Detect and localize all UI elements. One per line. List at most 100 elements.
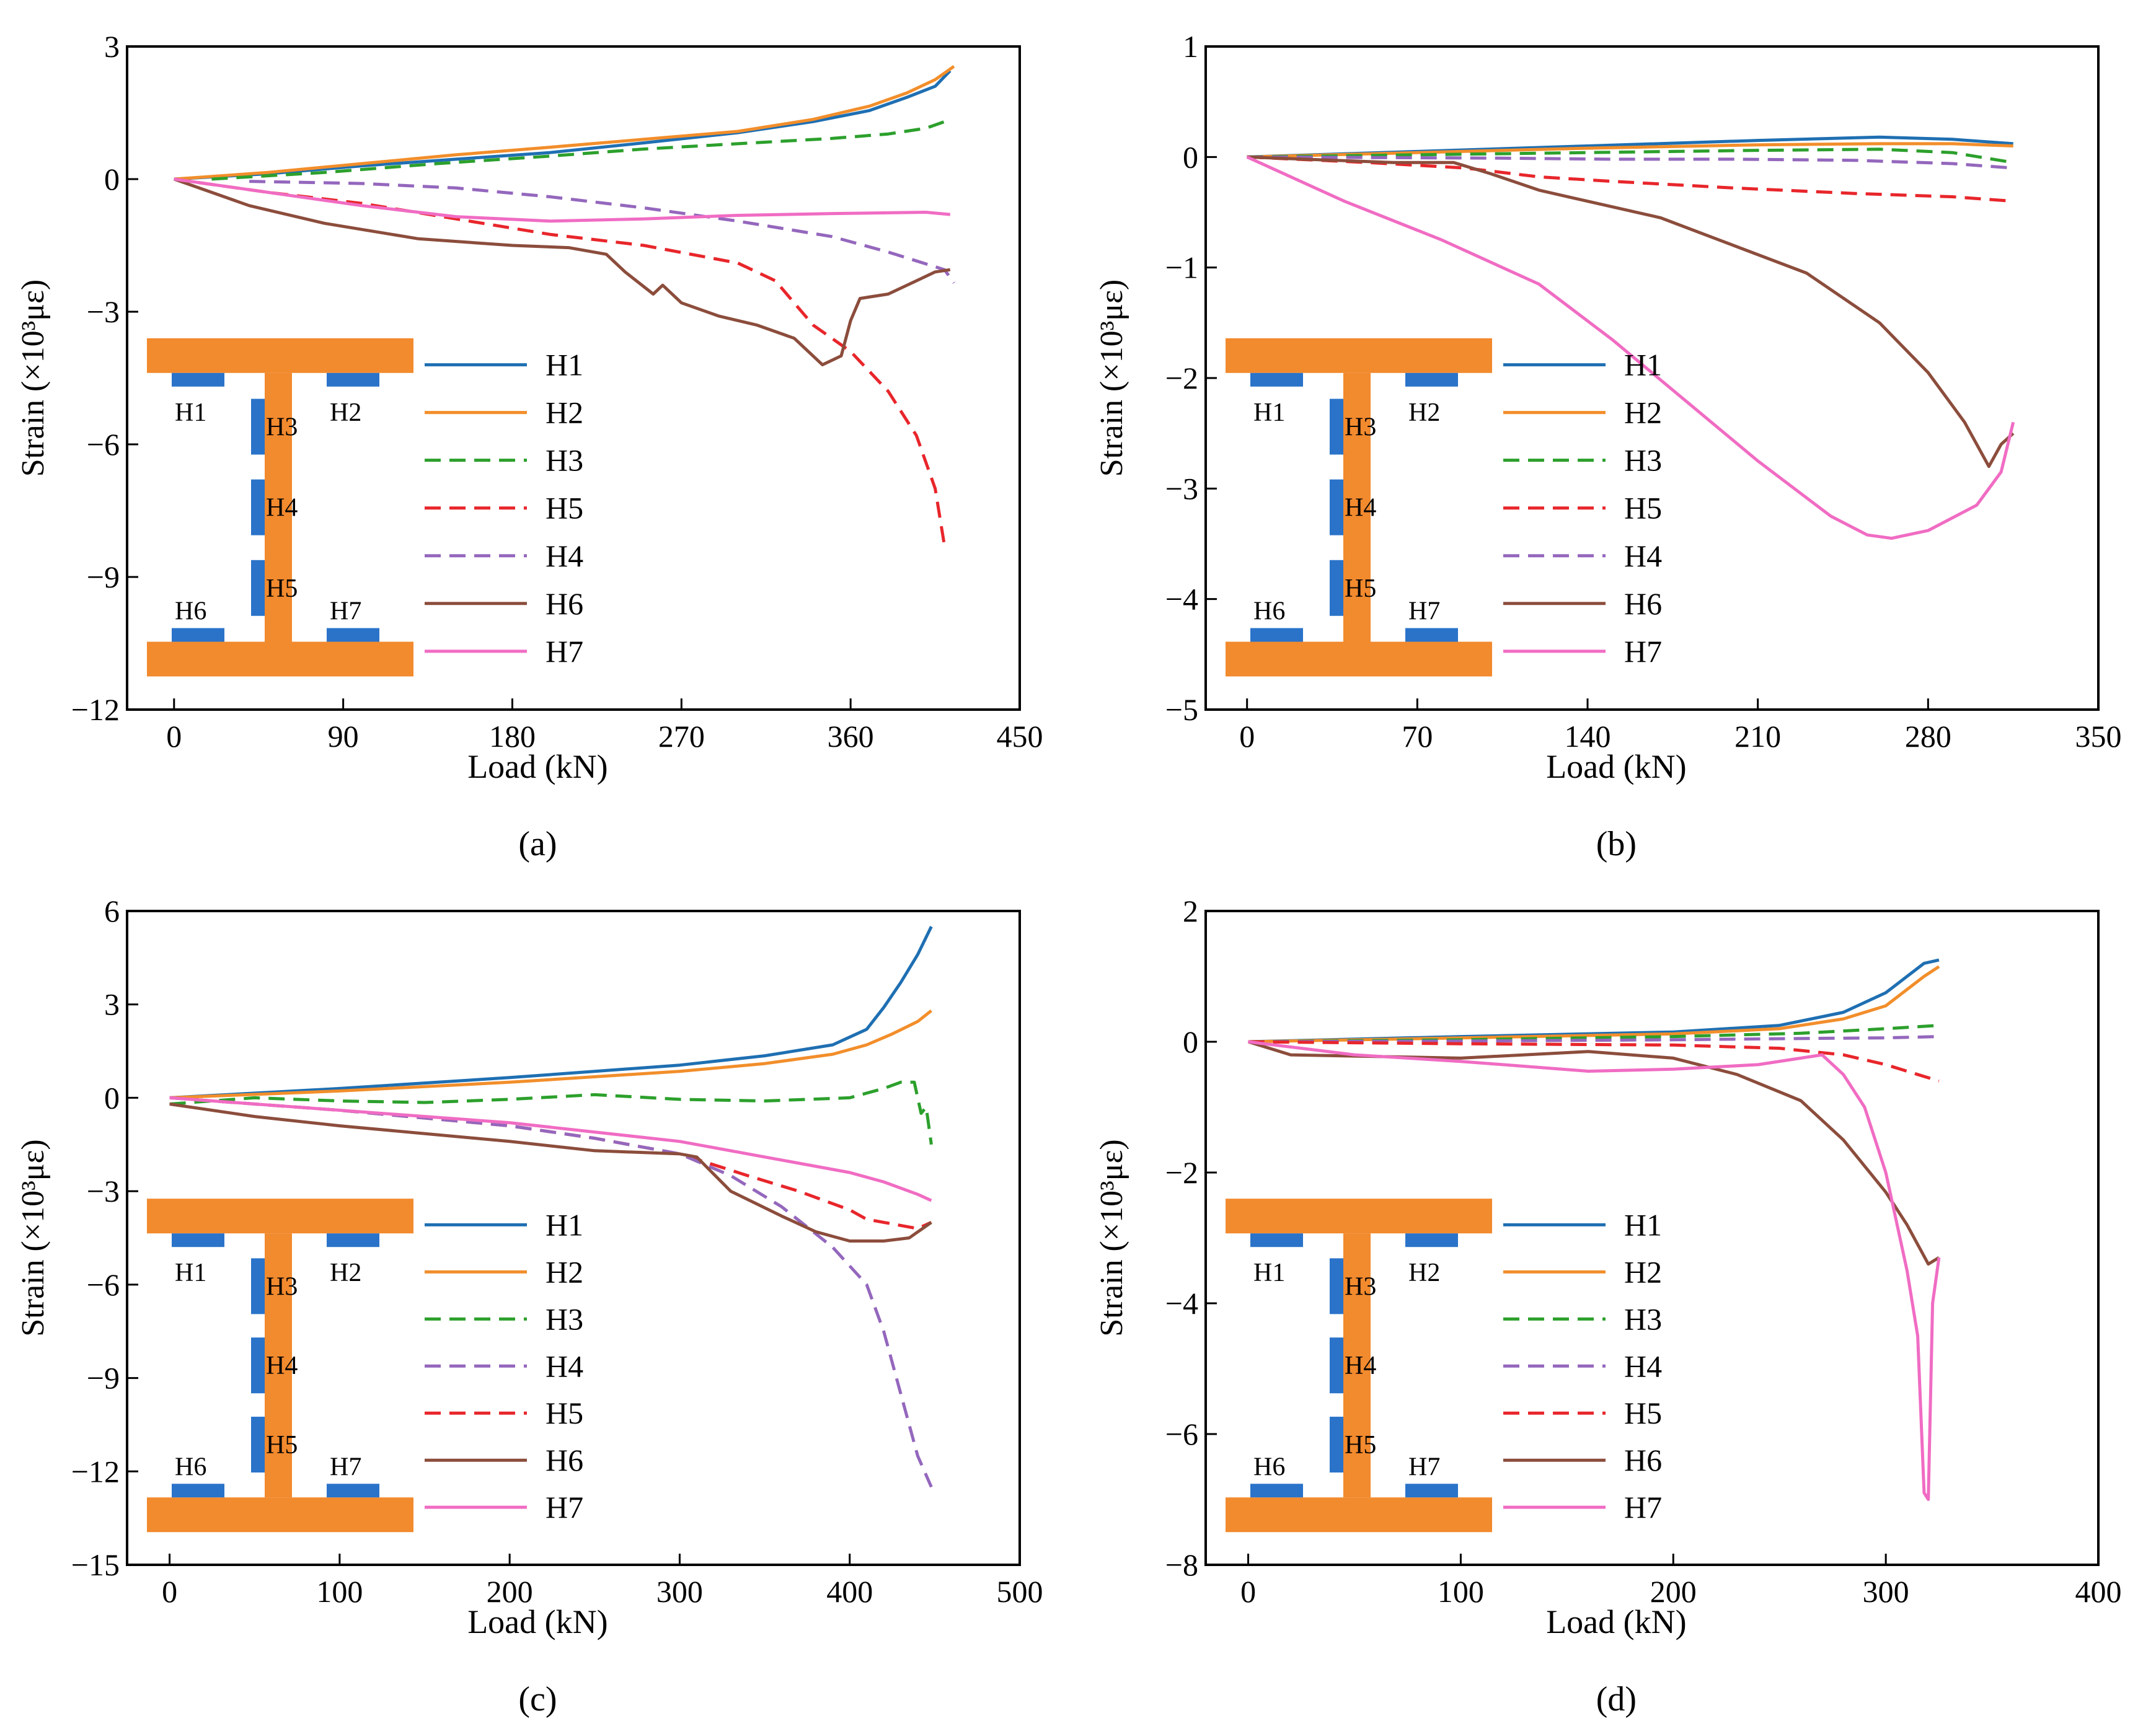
x-tick-label: 100 xyxy=(316,1574,363,1609)
legend-label: H2 xyxy=(1624,395,1662,430)
x-tick-label: 360 xyxy=(828,719,874,754)
y-tick-label: −6 xyxy=(87,427,120,462)
y-axis-title: Strain (×10³με) xyxy=(15,1139,51,1336)
gauge-web-3 xyxy=(1330,560,1343,616)
inset-label: H4 xyxy=(1345,1352,1376,1380)
x-tick-label: 400 xyxy=(2075,1574,2122,1609)
y-axis-title: Strain (×10³με) xyxy=(1094,1139,1129,1336)
legend-label: H1 xyxy=(546,348,583,382)
inset-label: H2 xyxy=(330,1259,361,1287)
series-line-h5 xyxy=(1247,155,2013,203)
legend-label: H5 xyxy=(546,491,583,526)
y-tick-label: 0 xyxy=(1183,1024,1198,1059)
y-tick-label: −1 xyxy=(1165,250,1198,285)
y-tick-label: −2 xyxy=(1165,361,1198,395)
x-tick-label: 200 xyxy=(1650,1574,1697,1609)
series-line-h6 xyxy=(1247,1040,1940,1266)
gauge-bottom-right xyxy=(327,1484,379,1498)
web xyxy=(1343,1233,1371,1498)
inset-label: H6 xyxy=(1253,1453,1285,1481)
web xyxy=(265,1233,292,1498)
x-tick-label: 400 xyxy=(826,1574,873,1609)
y-tick-label: 2 xyxy=(1183,894,1198,928)
chart-panel-c: 0 100 200 300 400 500 −15 −12 −9 −6 −3 0 3 6 Load (kN)… xyxy=(15,894,1043,1719)
plot-frame xyxy=(126,910,1021,1566)
x-tick-label: 100 xyxy=(1438,1574,1484,1609)
legend-label: H3 xyxy=(1624,1301,1662,1336)
x-tick-label: 300 xyxy=(1863,1574,1909,1609)
series-line-h1 xyxy=(169,926,933,1099)
y-axis-title: Strain (×10³με) xyxy=(15,279,51,477)
legend-label: H3 xyxy=(1624,443,1662,478)
gauge-top-left xyxy=(1250,372,1303,387)
gauge-bottom-left xyxy=(1250,1484,1303,1498)
legend-label: H1 xyxy=(546,1207,583,1242)
inset-label: H2 xyxy=(1408,398,1440,427)
inset-label: H7 xyxy=(1408,597,1440,626)
x-tick-label: 0 xyxy=(1239,719,1255,754)
series-line-h7 xyxy=(169,1096,932,1202)
web xyxy=(1343,372,1371,642)
x-tick-label: 500 xyxy=(997,1574,1043,1609)
i-beam-inset: H1 H2 H3 H4 H5 H6 H7 xyxy=(1226,338,1492,677)
inset-label: H4 xyxy=(266,1352,298,1380)
gauge-top-right xyxy=(1405,1233,1458,1248)
gauge-top-right xyxy=(327,372,379,387)
gauge-top-right xyxy=(327,1233,379,1248)
legend-label: H5 xyxy=(1624,1396,1662,1430)
inset-label: H1 xyxy=(1253,398,1285,427)
inset-label: H7 xyxy=(330,597,361,626)
gauge-bottom-left xyxy=(1250,628,1303,642)
y-tick-label: 0 xyxy=(104,1080,120,1115)
series-line-h5 xyxy=(169,1096,932,1230)
series-line-h4 xyxy=(1247,155,2013,170)
series-line-h7 xyxy=(174,177,951,223)
x-axis-title: Load (kN) xyxy=(467,1603,607,1640)
gauge-web-1 xyxy=(1330,398,1343,455)
gauge-web-2 xyxy=(251,1337,265,1394)
x-tick-label: 0 xyxy=(162,1574,177,1609)
gauge-top-right xyxy=(1405,372,1458,387)
inset-label: H5 xyxy=(1345,574,1376,603)
y-tick-label: 1 xyxy=(1183,29,1198,64)
y-tick-label: −2 xyxy=(1165,1155,1198,1190)
i-beam-inset: H1 H2 H3 H4 H5 H6 H7 xyxy=(1226,1199,1492,1533)
x-tick-label: 280 xyxy=(1905,719,1951,754)
gauge-web-2 xyxy=(251,479,265,535)
y-tick-label: −4 xyxy=(1165,1286,1198,1321)
series-line-h7 xyxy=(1246,156,2015,540)
series-line-h2 xyxy=(174,65,955,181)
legend-label: H7 xyxy=(1624,1490,1662,1525)
panel-label: (d) xyxy=(1596,1680,1637,1719)
inset-label: H3 xyxy=(266,1272,298,1301)
y-tick-label: −9 xyxy=(87,560,120,594)
panel-label: (b) xyxy=(1596,825,1637,863)
y-tick-label: −3 xyxy=(87,294,120,329)
gauge-web-3 xyxy=(1330,1417,1343,1473)
y-tick-label: −3 xyxy=(87,1174,120,1208)
y-tick-label: −5 xyxy=(1165,692,1198,727)
y-tick-label: −12 xyxy=(71,692,120,727)
y-tick-label: 3 xyxy=(104,987,120,1022)
gauge-web-3 xyxy=(251,1417,265,1473)
series-line-h4 xyxy=(249,180,955,284)
x-tick-label: 0 xyxy=(1240,1574,1256,1609)
inset-label: H2 xyxy=(330,398,361,427)
y-tick-label: 0 xyxy=(1183,139,1198,174)
x-tick-label: 70 xyxy=(1402,719,1433,754)
x-axis-title: Load (kN) xyxy=(1546,1603,1686,1640)
x-tick-label: 450 xyxy=(997,719,1043,754)
inset-label: H6 xyxy=(1253,597,1285,626)
x-tick-label: 180 xyxy=(489,719,536,754)
x-tick-label: 0 xyxy=(166,719,182,754)
legend-label: H4 xyxy=(1624,1349,1662,1383)
chart-panel-d: 0 100 200 300 400 −8 −6 −4 −2 0 2 Load (kN) Strain (… xyxy=(1094,894,2122,1719)
inset-label: H4 xyxy=(266,494,298,522)
bottom-flange xyxy=(147,1497,413,1533)
series-line-h6 xyxy=(169,1102,932,1243)
legend-label: H7 xyxy=(546,1490,583,1525)
y-tick-label: −8 xyxy=(1165,1547,1198,1582)
x-tick-label: 140 xyxy=(1565,719,1611,754)
legend-label: H4 xyxy=(546,539,583,573)
